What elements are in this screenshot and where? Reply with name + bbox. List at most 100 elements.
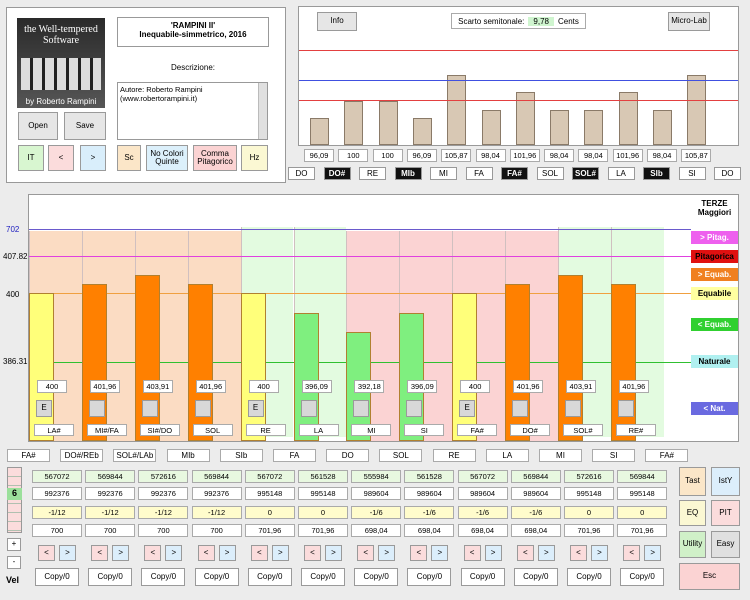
arrow-right-button[interactable]: > [271,545,289,561]
note-key-si[interactable]: SI [678,167,706,180]
row4-cell: 701,96 [617,524,668,537]
comma-pitagorico-button[interactable]: Comma Pitagorico [193,145,237,171]
copy-button[interactable]: Copy/0 [513,568,558,586]
arrow-right-button[interactable]: > [537,545,555,561]
info-button[interactable]: Info [317,12,357,31]
arrow-left-button[interactable]: < [91,545,109,561]
thirds-toggle-button[interactable] [88,400,105,417]
save-button[interactable]: Save [64,112,106,140]
semitone-value-label: 96,09 [406,149,437,162]
thirds-note-name: SOL [192,424,233,436]
fifths-header-11: SI [592,449,636,462]
pit-button[interactable]: PIT [711,500,740,526]
thirds-bar [452,293,478,441]
description-scrollbar[interactable] [258,83,267,139]
arrow-right-button[interactable]: > [591,545,608,561]
thirds-toggle-button[interactable]: E [247,400,264,417]
arrow-left-button[interactable]: < [570,545,587,561]
copy-button[interactable]: Copy/0 [301,568,345,586]
note-key-mib[interactable]: MIb [394,167,422,180]
arrow-left-button[interactable]: < [623,545,641,561]
arrow-left-button[interactable]: < [197,545,215,561]
arrow-right-button[interactable]: > [59,545,76,561]
thirds-note-name: MI#/FA [86,424,127,436]
copy-button[interactable]: Copy/0 [88,568,133,586]
hz-button[interactable]: Hz [241,145,268,171]
note-key-la[interactable]: LA [607,167,635,180]
copy-button[interactable]: Copy/0 [407,568,452,586]
row1-cell: 569844 [510,470,561,483]
note-key-sib[interactable]: SIb [643,167,670,180]
note-key-sol#[interactable]: SOL# [572,167,599,180]
thirds-toggle-button[interactable] [353,400,370,417]
arrow-right-button[interactable]: > [378,545,396,561]
note-key-re[interactable]: RE [359,167,386,180]
ref-line-equal [299,80,738,81]
arrow-right-button[interactable]: > [165,545,183,561]
copy-button[interactable]: Copy/0 [354,568,399,586]
sc-button[interactable]: Sc [117,145,141,171]
thirds-toggle-button[interactable] [512,400,529,417]
fifths-header-10: MI [539,449,582,462]
thirds-toggle-button[interactable] [300,400,317,417]
no-colori-quinte-button[interactable]: No Colori Quinte [146,145,188,171]
tast-button[interactable]: Tast [679,467,706,496]
note-key-fa#[interactable]: FA# [501,167,528,180]
note-key-do[interactable]: DO [714,167,741,180]
row1-cell: 567072 [32,470,82,483]
copy-button[interactable]: Copy/0 [141,568,186,586]
thirds-note-name: RE [245,424,286,436]
arrow-left-button[interactable]: < [516,545,534,561]
arrow-right-button[interactable]: > [325,545,342,561]
thirds-note-name: SI#/DO [139,424,180,436]
note-key-sol[interactable]: SOL [536,167,564,180]
note-key-fa[interactable]: FA [465,167,493,180]
thirds-toggle-button[interactable]: E [36,400,52,417]
arrow-left-button[interactable]: < [250,545,268,561]
open-button[interactable]: Open [18,112,58,140]
esc-button[interactable]: Esc [679,563,740,590]
arrow-left-button[interactable]: < [38,545,55,561]
thirds-toggle-button[interactable] [617,400,634,417]
line-702 [29,229,691,230]
arrow-right-button[interactable]: > [644,545,662,561]
next-button[interactable]: > [80,145,106,171]
thirds-toggle-button[interactable] [194,400,211,417]
arrow-left-button[interactable]: < [144,545,162,561]
thirds-toggle-button[interactable] [565,400,581,417]
copy-button[interactable]: Copy/0 [35,568,79,586]
description-textarea[interactable]: Autore: Roberto Rampini (www.robertoramp… [117,82,268,140]
copy-button[interactable]: Copy/0 [620,568,665,586]
note-key-do[interactable]: DO [288,167,315,180]
row1-cell: 572616 [138,470,189,483]
arrow-right-button[interactable]: > [484,545,502,561]
note-key-mi[interactable]: MI [430,167,457,180]
thirds-toggle-button[interactable]: E [459,400,476,417]
minus-button[interactable]: - [7,556,21,569]
language-it-button[interactable]: IT [18,145,44,171]
arrow-right-button[interactable]: > [431,545,449,561]
arrow-right-button[interactable]: > [218,545,236,561]
copy-button[interactable]: Copy/0 [460,568,505,586]
thirds-toggle-button[interactable] [406,400,423,417]
note-key-do#[interactable]: DO# [323,167,351,180]
semitone-bar [584,109,604,145]
copy-button[interactable]: Copy/0 [567,568,611,586]
semitone-bar [550,109,570,145]
arrow-left-button[interactable]: < [304,545,321,561]
plus-button[interactable]: + [7,538,21,551]
arrow-left-button[interactable]: < [463,545,481,561]
utility-button[interactable]: Utility [679,531,706,558]
arrow-left-button[interactable]: < [357,545,375,561]
isty-button[interactable]: IstY [711,467,740,496]
arrow-left-button[interactable]: < [410,545,428,561]
eq-button[interactable]: EQ [679,500,706,526]
easy-button[interactable]: Easy [711,531,740,558]
semitone-bar [344,100,364,145]
micro-lab-button[interactable]: Micro-Lab [668,12,710,31]
copy-button[interactable]: Copy/0 [194,568,239,586]
prev-button[interactable]: < [48,145,74,171]
thirds-toggle-button[interactable] [141,400,158,417]
arrow-right-button[interactable]: > [112,545,130,561]
copy-button[interactable]: Copy/0 [247,568,292,586]
